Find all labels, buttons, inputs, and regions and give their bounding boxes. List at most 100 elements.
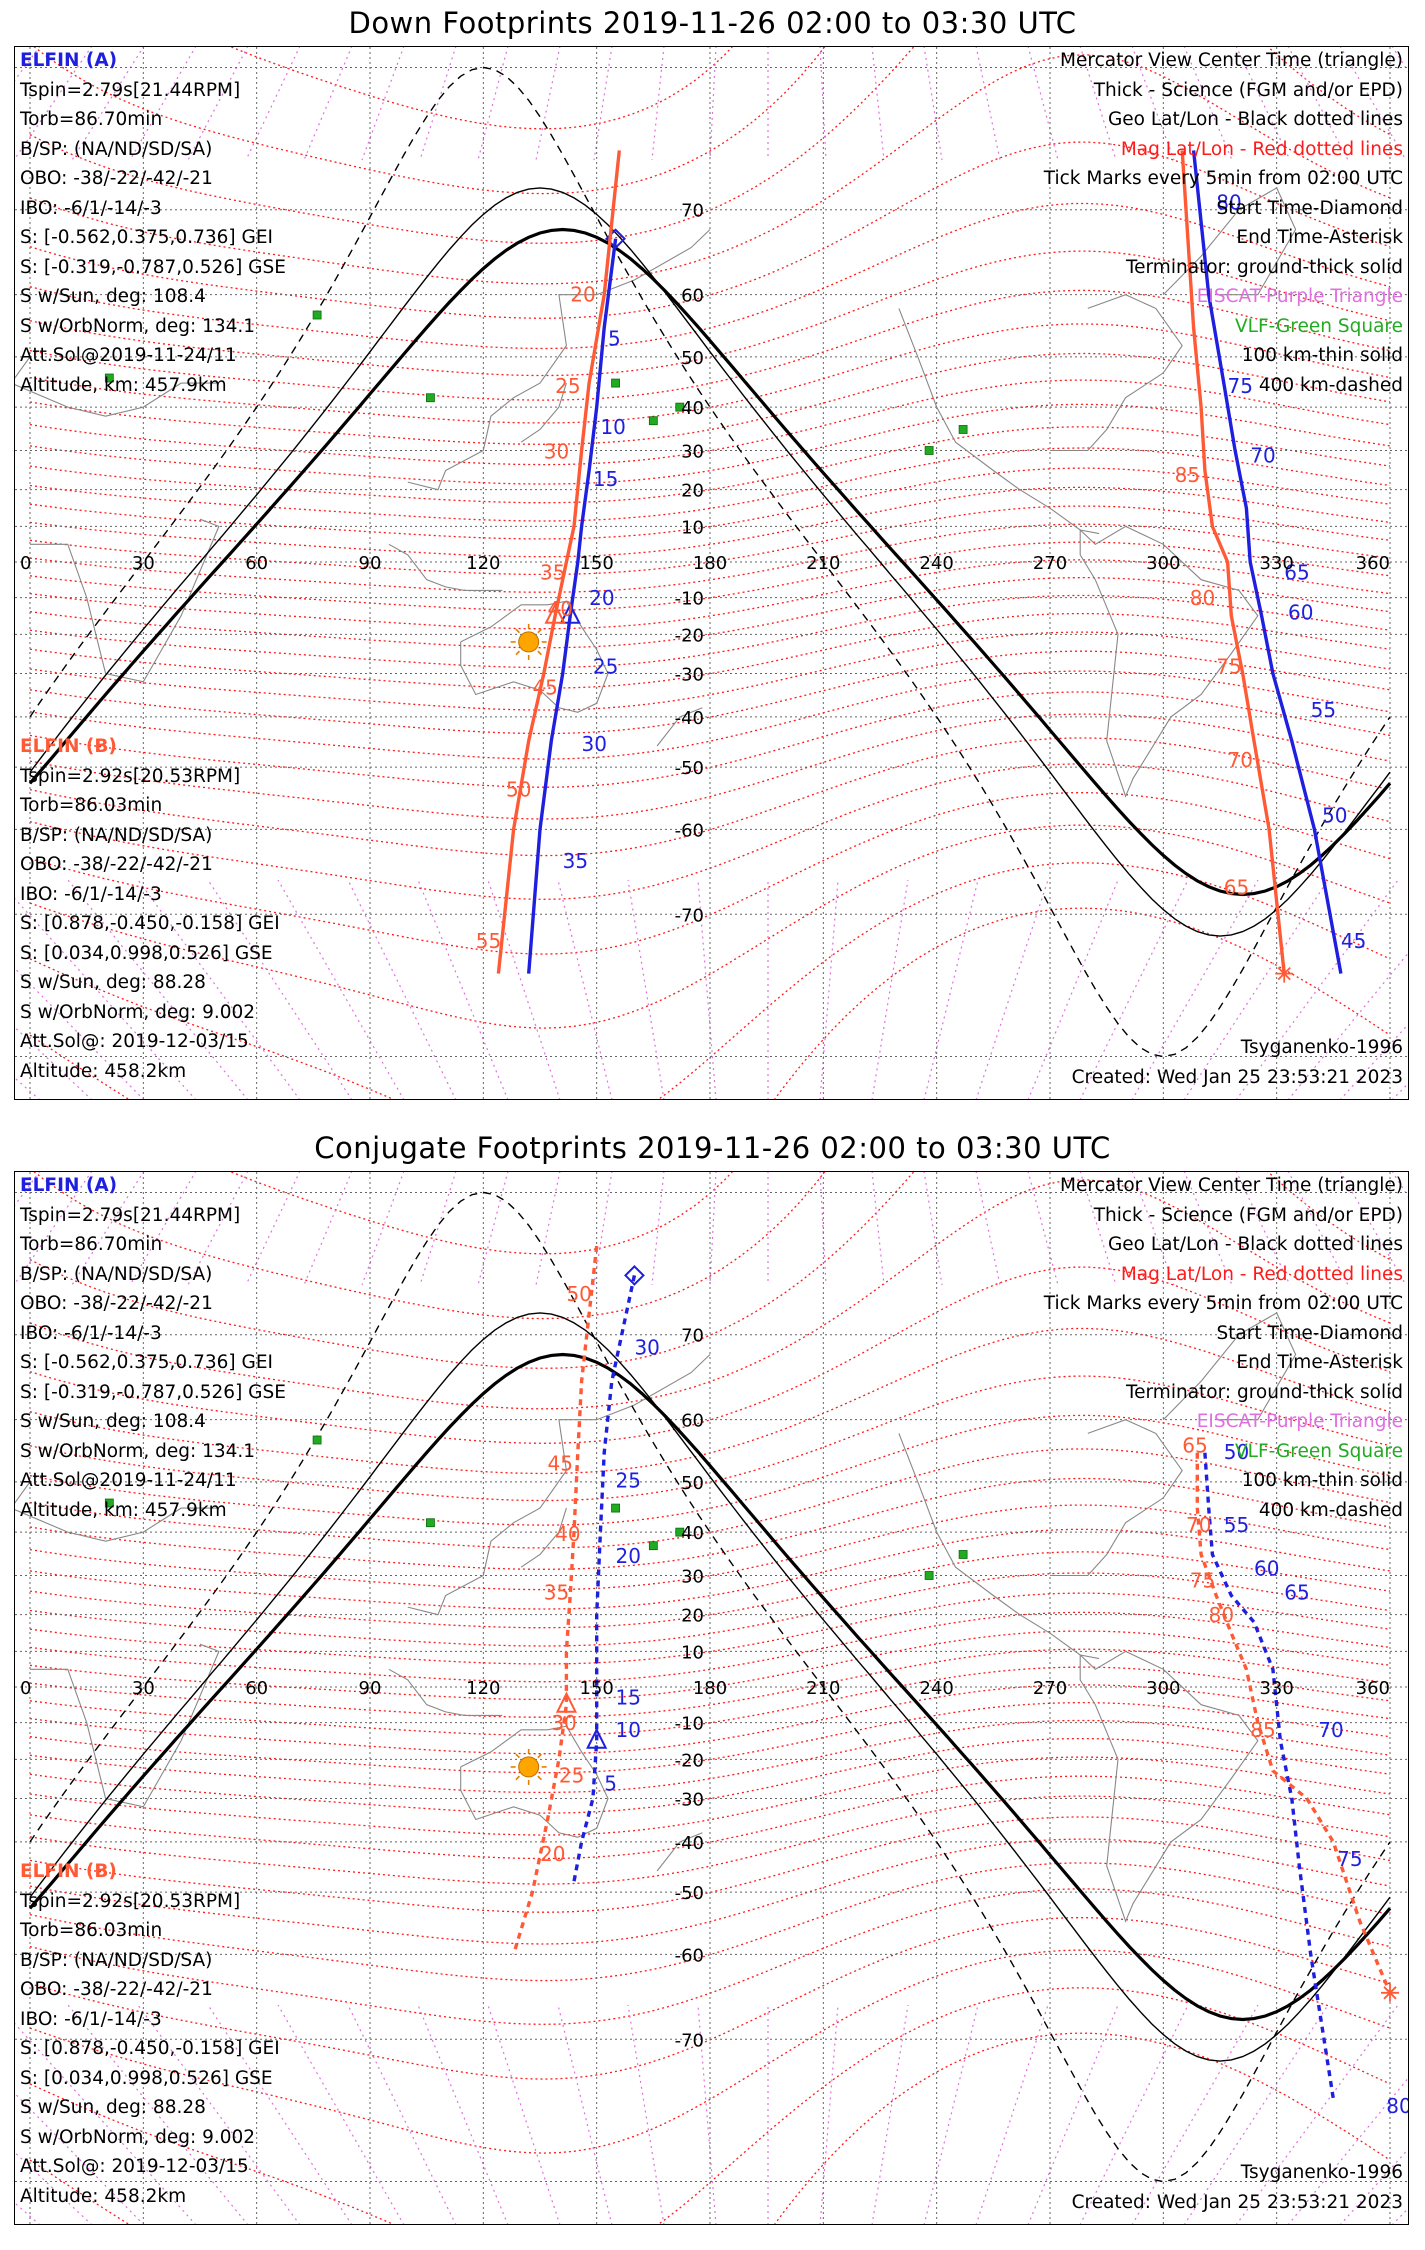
mag-lon-line [15,1172,93,1285]
coastline [898,1433,1100,1660]
info-line: Thick - Science (FGM and/or EPD) [1093,1204,1403,1226]
info-line: S w/OrbNorm, deg: 9.002 [20,2126,256,2148]
mag-lon-line [347,2004,457,2224]
vlf-square [675,402,685,412]
coastline [30,1643,220,1808]
mag-lat-line [29,1375,1391,1502]
tick-mark-label: 75 [1228,374,1253,398]
lon-tick-label: 120 [466,1678,500,1699]
info-line: IBO: -6/1/-14/-3 [20,883,162,905]
mag-lon-line [819,47,827,161]
terminator-400km [29,1191,1391,2183]
series-elfin-b: 20 25 30 35 40 45 50 55 65 70 75 80 85 [476,150,1294,983]
tick-mark-label: 80 [1190,586,1215,610]
tick-mark-label: 70 [1250,444,1275,468]
mag-lon-line [557,2004,613,2224]
mag-lon-line [347,879,457,1099]
info-line: Torb=86.03min [20,1920,163,1941]
series-elfin-b: 50 45 40 35 30 25 20 65 70 75 80 85 [511,1245,1399,2002]
info-line: S: [-0.319,-0.787,0.526] GSE [20,1381,286,1403]
coastline [388,543,503,591]
lon-tick-label: 360 [1356,1678,1390,1699]
sun-ray [537,1753,542,1759]
tick-mark-label: 50 [506,777,531,801]
mag-lon-line [1183,47,1233,161]
info-line: S: [-0.562,0.375,0.736] GEI [20,1352,273,1373]
sun-disc [518,1756,540,1778]
tick-mark-label: 40 [555,1522,580,1546]
info-line: Terminator: ground-thick solid [1125,1381,1403,1403]
lon-tick-label: 90 [359,1678,382,1699]
axis-labels: 0 30 60 90 120 150 180 210 240 270 300 330 360 70 60 50… [20,201,1390,927]
tick-mark-label: 55 [1311,698,1336,722]
legend-block: Mercator View Center Time (triangle) Thic… [1044,46,1403,400]
mag-lon-line [923,2004,979,2224]
mag-lon-line [1079,2004,1189,2224]
lat-tick-label: 40 [681,1523,704,1544]
lon-tick-label: 300 [1146,553,1180,574]
mag-lon-line [975,879,1049,1099]
tick-mark-label: 85 [1175,463,1200,487]
start-diamond [624,1264,645,1286]
tick-mark-label: 20 [616,1544,641,1568]
mag-lon-line [871,47,885,161]
footprint-track [1180,150,1286,974]
lon-tick-label: 0 [20,1678,31,1699]
lon-tick-label: 150 [579,1678,613,1699]
tick-mark-label: 10 [616,1718,641,1742]
info-line: S w/OrbNorm, deg: 134.1 [20,315,256,337]
tick-mark-label: 80 [1386,2094,1411,2118]
mag-lon-line [1183,1172,1233,1286]
mag-lat-line [29,1701,1391,1774]
coastline [1079,1650,1259,1923]
mag-lon-line [535,47,561,161]
lat-tick-label: -70 [675,2030,704,2051]
tick-mark-label: 70 [1318,1718,1343,1742]
mag-lat-line [29,792,1391,955]
satellite-header: ELFIN (B) [20,1861,117,1882]
mag-lon-line [477,47,509,161]
tick-mark-label: 45 [532,676,557,700]
info-line: 100 km-thin solid [1241,345,1403,366]
tick-mark-label: 25 [555,374,580,398]
center-triangle [586,1727,608,1749]
created-timestamp: Created: Wed Jan 25 23:53:21 2023 [1071,2192,1403,2213]
info-line: VLF-Green Square [1235,315,1403,337]
mag-lat-line [33,47,826,195]
tick-mark-label: 65 [1284,1580,1309,1604]
mag-lat-line [29,1719,1391,1794]
info-line: 400 km-dashed [1258,1499,1403,1521]
down-footprints-panel: Down Footprints 2019-11-26 02:00 to 03:3… [14,6,1409,1100]
info-line: Geo Lat/Lon - Black dotted lines [1107,1234,1403,1255]
info-line: Altitude, km: 457.9km [20,374,227,396]
vlf-square [958,1550,968,1559]
coastline [460,1725,609,1838]
info-line: Torb=86.03min [20,795,163,816]
info-line: Tick Marks every 5min from 02:00 UTC [1043,1293,1403,1314]
lat-tick-label: -60 [675,1945,704,1966]
coastline [30,518,220,683]
mag-lon-line [1079,879,1189,1099]
mag-lon-line [277,879,405,1099]
lon-tick-label: 210 [806,553,840,574]
info-line: S: [-0.562,0.375,0.736] GEI [20,227,273,248]
info-line: S w/Sun, deg: 108.4 [20,286,206,307]
tick-mark-label: 65 [1224,876,1249,900]
tick-mark-label: 35 [563,849,588,873]
mag-lon-line [1027,47,1059,161]
lat-tick-label: -50 [675,1883,704,1904]
info-line: OBO: -38/-22/-42/-21 [20,854,213,875]
info-line: Mag Lat/Lon - Red dotted lines [1120,1263,1403,1285]
sun-icon [510,1748,547,1785]
mag-lon-line [627,2004,665,2224]
mag-lon-line [1131,47,1175,161]
tick-mark-label: 25 [559,1763,584,1787]
lat-tick-label: -20 [675,625,704,646]
mag-lon-line [419,47,457,161]
mag-lon-line [819,879,839,1099]
lon-tick-label: 330 [1259,553,1293,574]
mag-lon-line [593,1172,613,1286]
mag-lon-line [487,2004,561,2224]
tick-mark-label: 25 [593,655,618,679]
